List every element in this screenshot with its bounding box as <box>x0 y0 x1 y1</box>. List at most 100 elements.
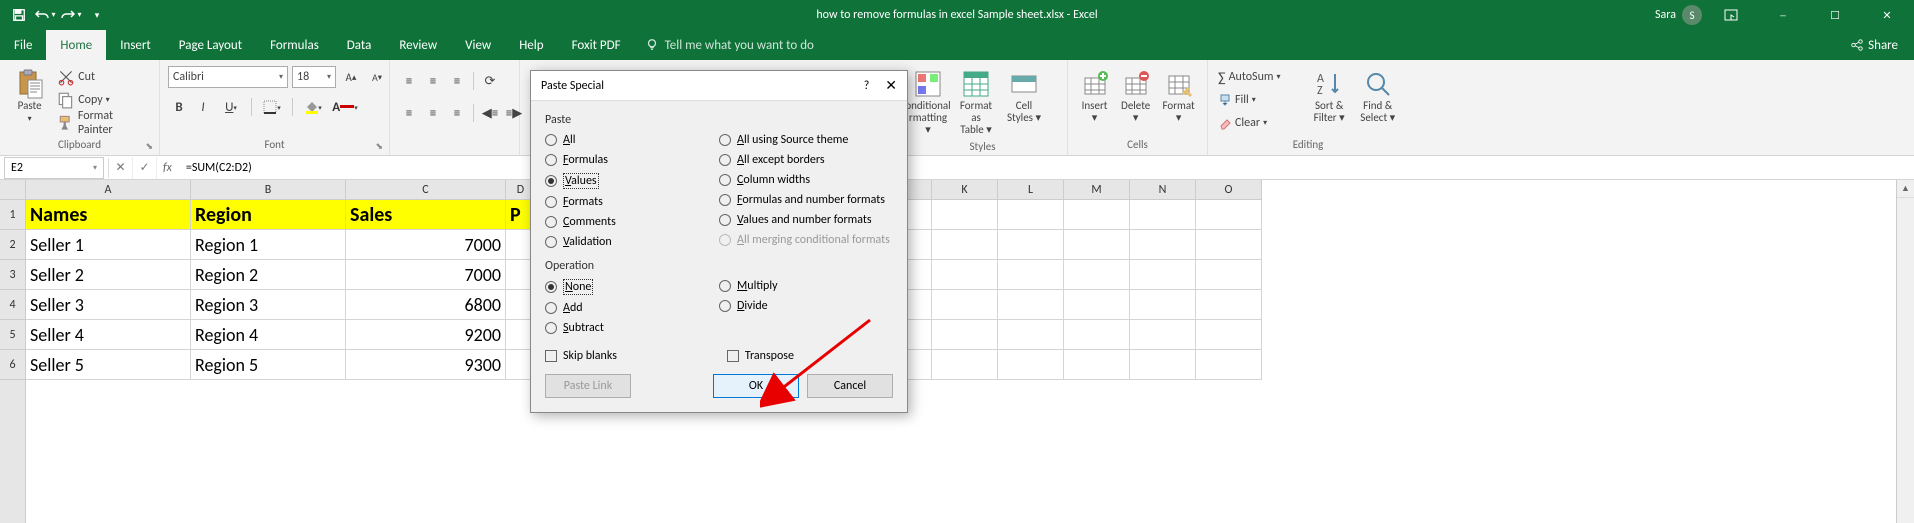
cell[interactable] <box>998 320 1064 350</box>
tab-formulas[interactable]: Formulas <box>256 30 333 60</box>
cell[interactable] <box>1196 320 1262 350</box>
cell[interactable] <box>1064 350 1130 380</box>
cell[interactable]: 7000 <box>346 230 506 260</box>
cell-styles-button[interactable]: CellStyles ▾ <box>1002 66 1046 126</box>
align-bottom-icon[interactable]: ≡ <box>446 70 468 92</box>
format-cells-button[interactable]: Format▾ <box>1158 66 1199 126</box>
align-right-icon[interactable]: ≡ <box>446 102 468 124</box>
radio-values[interactable]: Values <box>545 173 719 189</box>
ribbon-options-icon[interactable] <box>1708 0 1754 30</box>
tab-help[interactable]: Help <box>505 30 557 60</box>
tab-review[interactable]: Review <box>385 30 451 60</box>
radio-formulas-and-number-formats[interactable]: Formulas and number formats <box>719 193 893 207</box>
cell[interactable] <box>932 260 998 290</box>
radio-multiply[interactable]: Multiply <box>719 279 893 293</box>
column-header[interactable]: N <box>1130 180 1196 199</box>
fill-button[interactable]: Fill ▾ <box>1216 89 1303 111</box>
font-size-select[interactable]: 18▾ <box>292 66 336 88</box>
radio-none[interactable]: None <box>545 279 719 295</box>
dialog-close-icon[interactable]: ✕ <box>885 77 897 94</box>
cell[interactable] <box>932 200 998 230</box>
enter-formula-icon[interactable]: ✓ <box>133 157 157 179</box>
align-center-icon[interactable]: ≡ <box>422 102 444 124</box>
cell[interactable] <box>932 230 998 260</box>
increase-font-icon[interactable]: A▴ <box>340 66 362 88</box>
qat-customize-icon[interactable]: ▾ <box>86 4 108 26</box>
transpose-checkbox[interactable]: Transpose <box>727 349 794 363</box>
tab-foxit-pdf[interactable]: Foxit PDF <box>558 30 635 60</box>
tab-page-layout[interactable]: Page Layout <box>165 30 256 60</box>
decrease-font-icon[interactable]: A▾ <box>366 66 388 88</box>
paste-button[interactable]: Paste▾ <box>8 66 51 126</box>
row-header[interactable]: 6 <box>0 350 25 380</box>
conditional-formatting-button[interactable]: onditionalrmatting ▾ <box>906 66 950 138</box>
bold-button[interactable]: B <box>168 96 190 118</box>
cell[interactable] <box>998 200 1064 230</box>
cell[interactable] <box>1196 290 1262 320</box>
cancel-button[interactable]: Cancel <box>807 374 893 398</box>
radio-formats[interactable]: Formats <box>545 195 719 209</box>
formula-input[interactable]: =SUM(C2:D2) <box>178 161 1914 175</box>
align-top-icon[interactable]: ≡ <box>398 70 420 92</box>
tab-view[interactable]: View <box>451 30 505 60</box>
cell[interactable] <box>1196 260 1262 290</box>
format-as-table-button[interactable]: Format asTable ▾ <box>954 66 998 138</box>
minimize-button[interactable]: ─ <box>1760 0 1806 30</box>
tab-home[interactable]: Home <box>46 30 106 60</box>
radio-column-widths[interactable]: Column widths <box>719 173 893 187</box>
column-header[interactable]: A <box>26 180 191 199</box>
select-all-corner[interactable] <box>0 180 26 200</box>
cell[interactable] <box>1130 320 1196 350</box>
cell[interactable] <box>998 230 1064 260</box>
scroll-up-icon[interactable]: ▲ <box>1897 180 1914 198</box>
row-header[interactable]: 4 <box>0 290 25 320</box>
cell[interactable]: Region 1 <box>191 230 346 260</box>
cell[interactable]: Seller 4 <box>26 320 191 350</box>
cell[interactable]: Seller 2 <box>26 260 191 290</box>
row-header[interactable]: 2 <box>0 230 25 260</box>
cell[interactable] <box>1064 230 1130 260</box>
align-left-icon[interactable]: ≡ <box>398 102 420 124</box>
radio-subtract[interactable]: Subtract <box>545 321 719 335</box>
font-name-select[interactable]: Calibri▾ <box>168 66 288 88</box>
cell[interactable] <box>932 350 998 380</box>
share-button[interactable]: Share <box>1834 38 1914 53</box>
radio-all-using-source-theme[interactable]: All using Source theme <box>719 133 893 147</box>
clear-button[interactable]: Clear ▾ <box>1216 112 1303 134</box>
cell[interactable] <box>1196 200 1262 230</box>
cell[interactable] <box>998 350 1064 380</box>
radio-divide[interactable]: Divide <box>719 299 893 313</box>
cell[interactable] <box>1064 260 1130 290</box>
fx-icon[interactable]: fx <box>157 161 178 175</box>
cell[interactable] <box>1130 230 1196 260</box>
cell[interactable] <box>1130 260 1196 290</box>
name-box[interactable]: E2▾ <box>4 157 104 179</box>
undo-icon[interactable]: ▾ <box>34 4 56 26</box>
clipboard-launcher-icon[interactable]: ⬊ <box>145 141 153 152</box>
cell[interactable]: Region <box>191 200 346 230</box>
cell[interactable] <box>1196 350 1262 380</box>
user-avatar[interactable]: S <box>1682 5 1702 25</box>
cell[interactable]: Seller 3 <box>26 290 191 320</box>
cell[interactable]: Seller 5 <box>26 350 191 380</box>
cell[interactable]: 9200 <box>346 320 506 350</box>
tell-me-search[interactable]: Tell me what you want to do <box>645 38 814 53</box>
font-launcher-icon[interactable]: ⬊ <box>375 141 383 152</box>
redo-icon[interactable]: ▾ <box>60 4 82 26</box>
format-painter-button[interactable]: Format Painter <box>55 112 151 134</box>
row-header[interactable]: 1 <box>0 200 25 230</box>
column-header[interactable]: L <box>998 180 1064 199</box>
cell[interactable] <box>932 290 998 320</box>
close-button[interactable]: ✕ <box>1864 0 1910 30</box>
column-header[interactable]: C <box>346 180 506 199</box>
cell[interactable] <box>1130 350 1196 380</box>
font-color-button[interactable]: A ▾ <box>330 96 360 118</box>
cell[interactable]: Sales <box>346 200 506 230</box>
delete-cells-button[interactable]: Delete▾ <box>1117 66 1154 126</box>
column-header[interactable]: M <box>1064 180 1130 199</box>
cell[interactable]: Region 2 <box>191 260 346 290</box>
orientation-icon[interactable]: ⟳ <box>479 70 501 92</box>
column-header[interactable]: O <box>1196 180 1262 199</box>
borders-button[interactable]: ▾ <box>257 96 287 118</box>
skip-blanks-checkbox[interactable]: Skip blanks <box>545 349 617 363</box>
